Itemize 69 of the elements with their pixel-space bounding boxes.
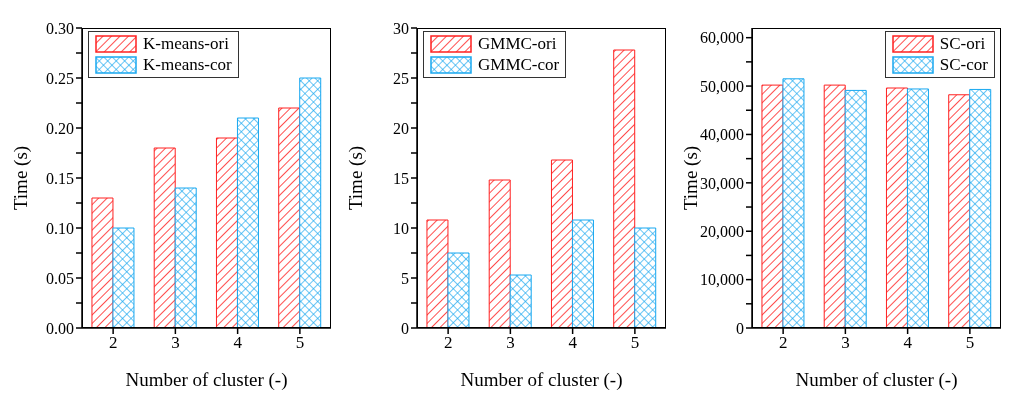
bar — [112, 227, 135, 328]
legend-label: GMMC-cor — [478, 55, 560, 75]
y-tick-label: 30 — [393, 19, 409, 37]
x-tick-label: 2 — [443, 333, 453, 353]
y-tick-label: 0.10 — [46, 219, 74, 237]
y-tick-label: 20 — [393, 119, 409, 137]
x-tick-label: 2 — [108, 333, 118, 353]
bar — [153, 147, 176, 328]
x-tick-label: 3 — [841, 333, 850, 353]
y-tick-label: 0 — [401, 319, 409, 337]
y-tick-label: 60,000 — [700, 29, 744, 47]
x-tick-label: 2 — [778, 333, 788, 353]
x-axis-title: Number of cluster (-) — [460, 369, 623, 391]
y-axis-title: Time (s) — [679, 145, 702, 211]
y-axis-title: Time (s) — [9, 145, 32, 211]
legend-label: K-means-ori — [143, 34, 229, 54]
x-tick-label: 4 — [233, 333, 243, 353]
bar — [299, 77, 322, 328]
y-tick-label: 0.05 — [46, 269, 74, 287]
y-tick-label: 0.15 — [46, 169, 74, 187]
bar — [236, 117, 259, 328]
x-tick-label: 5 — [965, 333, 975, 353]
bar — [634, 227, 657, 328]
bar — [885, 87, 908, 328]
y-tick-label: 50,000 — [700, 77, 744, 95]
bar — [426, 219, 449, 328]
y-tick-label: 30,000 — [700, 174, 744, 192]
legend-label: K-means-cor — [143, 55, 232, 75]
y-tick-label: 10 — [393, 219, 409, 237]
bar — [174, 187, 197, 328]
legend-label: SC-ori — [939, 34, 986, 54]
y-tick-label: 0.00 — [46, 319, 74, 337]
x-tick-label: 3 — [506, 333, 515, 353]
x-tick-label: 3 — [171, 333, 180, 353]
bar — [844, 89, 867, 328]
bar — [948, 94, 971, 328]
y-tick-label: 0.20 — [46, 119, 74, 137]
bar — [509, 274, 532, 328]
y-tick-label: 5 — [401, 269, 409, 287]
x-tick-label: 5 — [630, 333, 640, 353]
legend-label: SC-cor — [939, 55, 988, 75]
bar — [488, 179, 511, 328]
y-tick-label: 10,000 — [700, 271, 744, 289]
bar — [447, 252, 470, 328]
bar — [782, 78, 805, 328]
y-tick-label: 15 — [393, 169, 409, 187]
bar — [278, 107, 301, 328]
bar — [571, 219, 594, 328]
bar — [91, 197, 114, 328]
x-tick-label: 5 — [295, 333, 305, 353]
y-tick-label: 20,000 — [700, 222, 744, 240]
bar — [761, 84, 784, 328]
legend-label: GMMC-ori — [478, 34, 557, 54]
x-axis-title: Number of cluster (-) — [795, 369, 958, 391]
x-tick-label: 4 — [568, 333, 578, 353]
y-axis-title: Time (s) — [344, 145, 367, 211]
y-tick-label: 0 — [736, 319, 744, 337]
y-tick-label: 40,000 — [700, 126, 744, 144]
bar — [550, 159, 573, 328]
bar — [215, 137, 238, 328]
bar — [613, 49, 636, 328]
x-tick-label: 4 — [903, 333, 913, 353]
bar — [969, 88, 992, 328]
x-axis-title: Number of cluster (-) — [125, 369, 288, 391]
y-tick-label: 0.25 — [46, 69, 74, 87]
y-tick-label: 0.30 — [46, 19, 74, 37]
y-tick-label: 25 — [393, 69, 409, 87]
bar — [906, 88, 929, 328]
bar — [823, 84, 846, 328]
